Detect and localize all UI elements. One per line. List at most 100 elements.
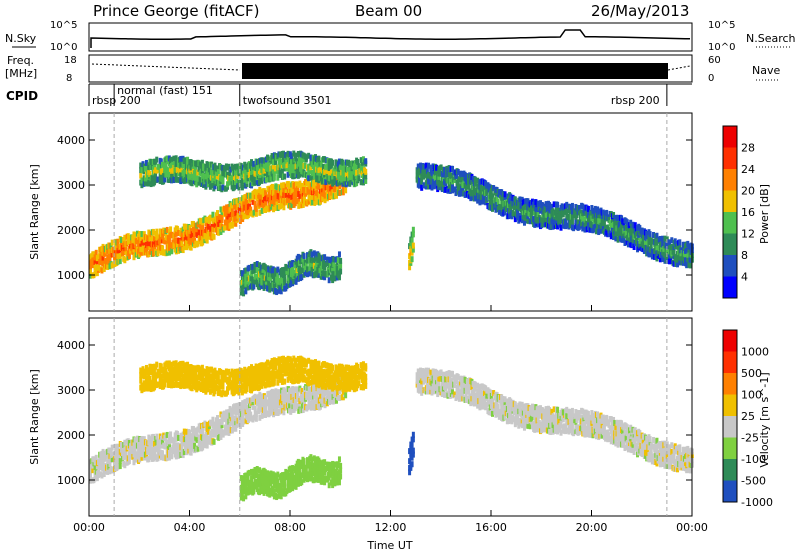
velocity-cell (213, 388, 217, 395)
power-cell (252, 209, 256, 216)
power-cell (283, 173, 287, 180)
velocity-cell (221, 379, 225, 386)
velocity-cell (278, 408, 282, 415)
velocity-cell (167, 454, 171, 461)
power-cell (526, 217, 530, 224)
velocity-cell (167, 443, 171, 450)
power-cell (94, 249, 98, 256)
power-cell (648, 234, 652, 241)
power-cell (194, 168, 198, 175)
power-cell (221, 184, 225, 191)
velocity-cell (226, 376, 230, 383)
power-cell (243, 194, 247, 201)
power-cell (623, 239, 627, 246)
power-cell (452, 169, 456, 176)
velocity-cell (302, 399, 306, 406)
velocity-cell (309, 379, 313, 386)
power-cell (632, 244, 636, 251)
power-cell (424, 162, 428, 169)
velocity-cell (357, 368, 361, 375)
velocity-cell (155, 433, 159, 440)
power-cell (313, 251, 317, 258)
power-cell (305, 266, 309, 273)
power-cell (195, 181, 199, 188)
velocity-cell (251, 403, 255, 410)
velocity-cell (224, 429, 228, 436)
power-cell (564, 223, 568, 230)
velocity-cell (349, 383, 353, 390)
velocity-cell (144, 364, 148, 371)
velocity-cell (171, 366, 175, 373)
power-cell (227, 163, 231, 170)
power-cell (230, 207, 234, 214)
velocity-cell (101, 459, 105, 466)
velocity-cell (282, 361, 286, 368)
power-cell (338, 183, 342, 190)
velocity-cell (258, 414, 262, 421)
velocity-cell (151, 433, 155, 440)
freq-panel: Freq. [MHz] 18 8 60 0 Nave (5, 54, 780, 84)
power-cell (453, 177, 457, 184)
power-cell (364, 177, 368, 184)
freq-trace-early (91, 63, 241, 71)
power-cell (310, 251, 314, 258)
power-cell (249, 206, 253, 213)
velocity-cell (252, 379, 256, 386)
velocity-cell (331, 364, 335, 371)
power-cell (139, 172, 143, 179)
power-cell (297, 198, 301, 205)
velocity-cell (303, 367, 307, 374)
velocity-cell (89, 472, 92, 479)
power-cell (133, 242, 137, 249)
velocity-cell (200, 364, 204, 371)
power-cell (570, 208, 574, 215)
power-cell (220, 214, 224, 221)
power-cell (237, 184, 241, 191)
power-cell (551, 208, 555, 215)
power-cell (92, 251, 96, 258)
velocity-cell (179, 377, 183, 384)
power-cell (213, 183, 217, 190)
power-cell (155, 228, 159, 235)
velocity-cell (109, 447, 113, 454)
power-cell (274, 165, 278, 172)
power-cell (408, 264, 412, 271)
power-cell (425, 167, 429, 174)
power-cell (221, 178, 225, 185)
velocity-cell (319, 366, 323, 373)
power-cell (275, 289, 279, 296)
power-cell (262, 173, 266, 180)
power-cell (308, 195, 312, 202)
power-cell (516, 209, 520, 216)
power-cell (271, 159, 275, 166)
power-cell (510, 213, 514, 220)
power-cell (596, 225, 600, 232)
power-cell (536, 221, 540, 228)
power-cell (221, 174, 225, 181)
power-cell (485, 187, 489, 194)
power-cell (536, 210, 540, 217)
power-cell (253, 188, 257, 195)
power-cell (328, 261, 332, 268)
velocity-cell (140, 436, 144, 443)
power-cell (216, 180, 220, 187)
power-cell (513, 196, 517, 203)
velocity-cell (143, 384, 147, 391)
velocity-cell (334, 397, 338, 404)
power-cell (285, 165, 289, 172)
velocity-cell (202, 434, 206, 441)
power-cell (142, 231, 146, 238)
velocity-cell (290, 358, 293, 365)
velocity-cell (443, 372, 447, 379)
velocity-cell (267, 370, 271, 377)
velocity-echoes (89, 355, 694, 502)
power-cell (583, 216, 587, 223)
velocity-cell (206, 386, 210, 393)
velocity-cell (313, 383, 317, 390)
power-cell (261, 266, 265, 273)
power-cell (294, 258, 298, 265)
velocity-cell (293, 405, 297, 412)
power-cell (284, 186, 288, 193)
power-cell (540, 216, 544, 223)
